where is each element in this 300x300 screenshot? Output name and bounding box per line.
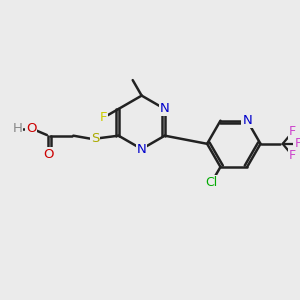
Text: F: F <box>289 149 296 162</box>
Text: S: S <box>91 132 99 146</box>
Text: N: N <box>137 142 146 155</box>
Text: F: F <box>289 125 296 138</box>
Text: N: N <box>242 114 252 127</box>
Text: N: N <box>160 103 170 116</box>
Text: O: O <box>43 148 53 161</box>
Text: F: F <box>99 111 107 124</box>
Text: Cl: Cl <box>206 176 218 189</box>
Text: F: F <box>295 137 300 150</box>
Text: H: H <box>13 122 22 135</box>
Text: O: O <box>26 122 37 135</box>
